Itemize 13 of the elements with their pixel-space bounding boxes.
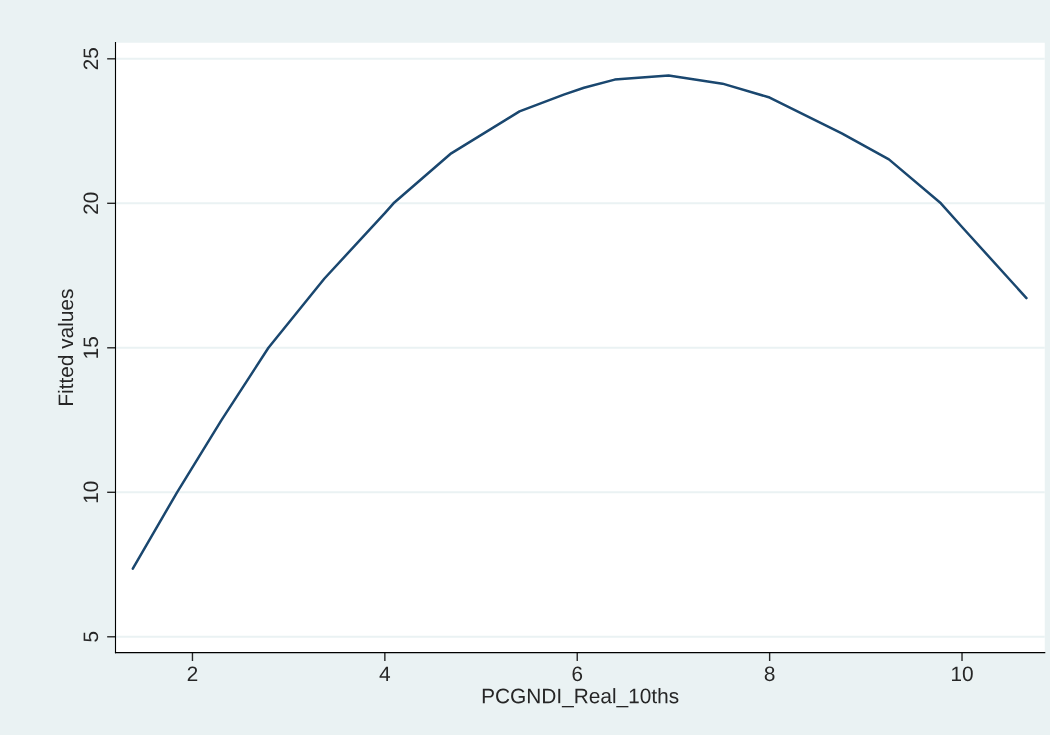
y-tick-label: 15 [83, 337, 99, 358]
y-axis-title: Fitted values [57, 289, 74, 405]
x-tick-label: 2 [187, 666, 198, 681]
y-tick-label: 10 [83, 481, 99, 503]
x-tick-label: 10 [952, 666, 973, 682]
x-tick-label: 4 [379, 666, 391, 681]
x-tick-label: 6 [572, 666, 583, 682]
x-tick-label: 8 [764, 666, 775, 682]
y-tick-label: 25 [83, 48, 99, 70]
y-tick-label: 5 [83, 631, 99, 642]
x-axis-title: PCGNDI_Real_10ths [482, 688, 679, 708]
line-series [131, 74, 1028, 570]
y-tick-label: 20 [83, 192, 99, 214]
